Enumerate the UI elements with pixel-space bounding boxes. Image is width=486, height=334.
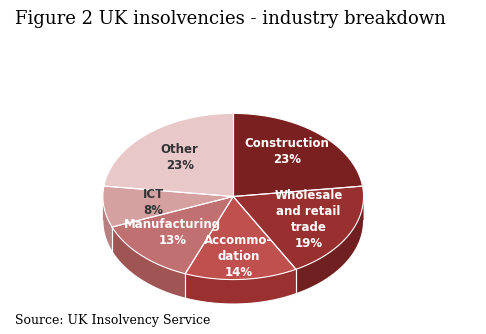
Polygon shape: [112, 227, 185, 298]
Polygon shape: [296, 196, 364, 294]
Text: Construction
23%: Construction 23%: [244, 138, 329, 166]
Polygon shape: [103, 196, 112, 252]
Text: Manufacturing
13%: Manufacturing 13%: [124, 218, 222, 247]
Text: Figure 2 UK insolvencies - industry breakdown: Figure 2 UK insolvencies - industry brea…: [15, 10, 446, 28]
Polygon shape: [233, 186, 364, 269]
Text: ICT
8%: ICT 8%: [142, 188, 164, 217]
Text: Source: UK Insolvency Service: Source: UK Insolvency Service: [15, 314, 210, 327]
Polygon shape: [185, 269, 296, 304]
Polygon shape: [103, 186, 233, 227]
Polygon shape: [233, 114, 363, 196]
Polygon shape: [185, 196, 296, 280]
Text: Other
23%: Other 23%: [161, 143, 199, 172]
Polygon shape: [112, 196, 233, 274]
Text: Wholesale
and retail
trade
19%: Wholesale and retail trade 19%: [274, 189, 343, 250]
Text: Accommo-
dation
14%: Accommo- dation 14%: [204, 233, 273, 279]
Polygon shape: [104, 114, 233, 196]
